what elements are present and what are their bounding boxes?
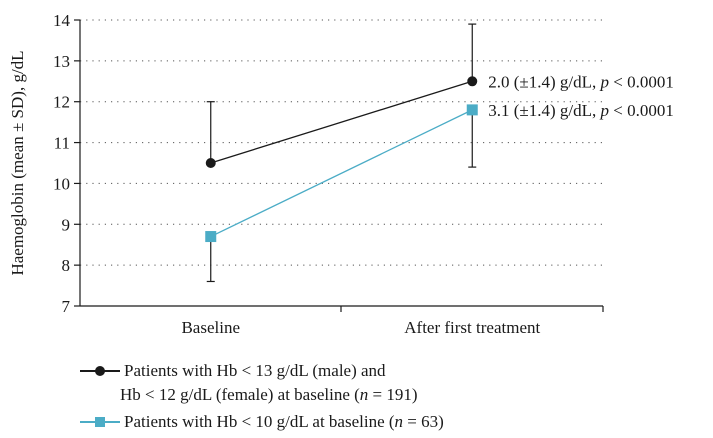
y-axis-label: Haemoglobin (mean ± SD), g/dL [8,50,27,275]
series-line [210,80,473,164]
line-chart: 7 8 9 10 11 12 13 14 Baseline After first treatm… [8,11,674,337]
y-tick-label: 11 [54,134,70,153]
legend-label-series-1-line-2: Hb < 12 g/dL (female) at baseline (n = 1… [120,385,418,404]
axes [74,19,604,312]
data-point [467,76,478,87]
y-tick-label: 10 [53,174,70,193]
y-tick-label: 12 [53,93,70,112]
y-tick-label: 7 [62,297,71,316]
grid-lines [80,19,603,266]
data-point [205,158,216,168]
y-tick-label: 13 [53,52,70,71]
series-1 [205,23,478,168]
series-annotation: 3.1 (±1.4) g/dL, p < 0.0001 [488,101,674,120]
x-tick-label: Baseline [181,318,240,337]
legend-label-series-1-line-1: Patients with Hb < 13 g/dL (male) and [124,361,386,380]
series-annotation: 2.0 (±1.4) g/dL, p < 0.0001 [488,72,674,91]
square-marker-icon [95,417,105,427]
x-tick-labels: Baseline After first treatment [181,318,540,337]
data-point [205,231,217,243]
legend-swatch-series-1 [80,361,120,381]
y-tick-label: 14 [53,11,71,30]
annotations: 2.0 (±1.4) g/dL, p < 0.0001 3.1 (±1.4) g/… [488,72,674,120]
legend: Patients with Hb < 13 g/dL (male) and Hb… [0,360,713,438]
circle-marker-icon [95,366,105,376]
legend-swatch-series-2 [80,412,120,432]
legend-label-series-2: Patients with Hb < 10 g/dL at baseline (… [124,412,444,431]
legend-item-series-2: Patients with Hb < 10 g/dL at baseline (… [80,411,444,433]
x-tick-label: After first treatment [404,318,540,337]
y-tick-labels: 7 8 9 10 11 12 13 14 [53,11,71,316]
y-tick-label: 9 [62,215,71,234]
data-point [466,104,478,116]
legend-item-series-1: Patients with Hb < 13 g/dL (male) and [80,360,386,382]
series-line [210,109,473,238]
series-layer [205,23,478,283]
series-2 [205,104,478,283]
y-tick-label: 8 [62,256,71,275]
